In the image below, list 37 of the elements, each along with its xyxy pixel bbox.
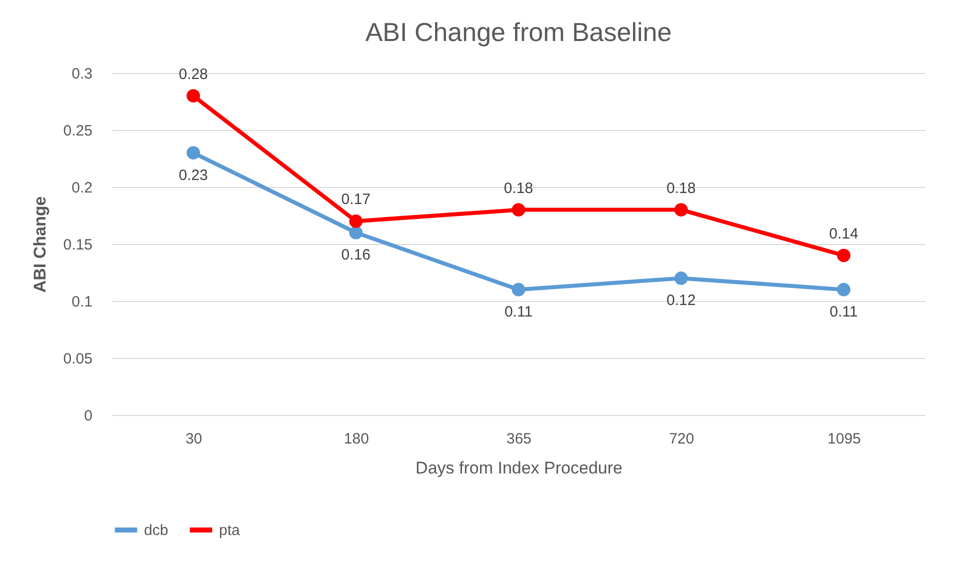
chart-title: ABI Change from Baseline: [365, 17, 672, 47]
x-axis-title: Days from Index Procedure: [416, 458, 622, 478]
point: [512, 282, 526, 296]
y-tick-label: 0.05: [63, 350, 92, 368]
x-tick-label: 30: [185, 430, 202, 448]
data-label: 0.11: [830, 304, 858, 321]
y-tick-label: 0.3: [72, 66, 92, 82]
point: [349, 214, 363, 228]
data-label: 0.16: [341, 246, 370, 264]
data-label: 0.18: [666, 180, 696, 197]
y-tick-label: 0.15: [63, 236, 92, 254]
data-label: 0.18: [504, 180, 534, 197]
point: [186, 146, 200, 160]
legend-label: pta: [219, 522, 241, 539]
point: [674, 272, 688, 285]
x-tick-label: 365: [506, 430, 532, 448]
data-label: 0.12: [666, 292, 696, 310]
x-tick-label: 180: [344, 430, 369, 448]
y-tick-label: 0.25: [63, 122, 92, 140]
data-label: 0.11: [504, 304, 533, 321]
point: [674, 203, 688, 216]
y-tick-label: 0.1: [72, 294, 92, 310]
point: [349, 226, 363, 240]
data-label: 0.23: [178, 166, 208, 184]
point: [836, 282, 850, 296]
data-label: 0.17: [341, 191, 370, 208]
data-label: 0.14: [829, 225, 858, 242]
legend-label: dcb: [144, 522, 168, 539]
point: [186, 89, 200, 102]
y-axis-title: ABI Change: [30, 196, 50, 293]
y-tick-label: 0.2: [72, 180, 92, 196]
x-tick-label: 720: [669, 430, 694, 448]
x-tick-label: 1095: [828, 430, 861, 448]
point: [836, 248, 850, 262]
y-tick-label: 0: [84, 408, 92, 424]
point: [512, 203, 526, 216]
data-label: 0.28: [178, 66, 208, 83]
